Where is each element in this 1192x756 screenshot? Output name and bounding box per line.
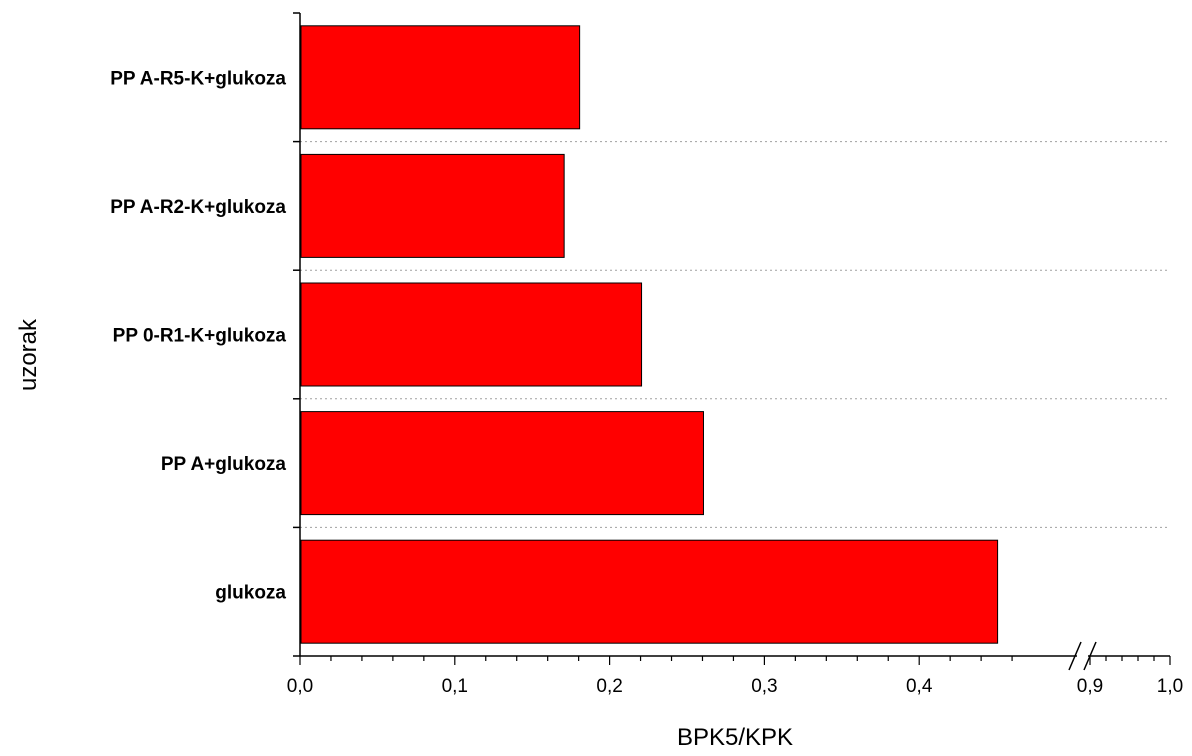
category-label: PP 0-R1-K+glukoza [113,326,287,347]
bar [300,153,565,258]
axis-break-mark [1068,641,1082,671]
x-tick-label: 0,4 [906,676,933,697]
category-label: PP A-R5-K+glukoza [110,68,286,89]
x-tick-label: 0,9 [1077,676,1103,697]
labels: glukoza PP A+glukoza PP 0-R1-K+glukoza PP A… [110,68,1183,697]
x-tick-label: 0,2 [596,676,622,697]
gridlines [300,141,1170,528]
y-axis-title: uzorak [15,318,42,391]
bar [300,25,581,130]
x-tick-label: 0,3 [751,676,777,697]
bars [300,25,999,644]
category-label: PP A+glukoza [161,454,287,475]
axes [293,12,1171,671]
x-tick-label: 1,0 [1157,676,1183,697]
x-axis-title: BPK5/KPK [677,724,793,751]
bar [300,411,704,516]
bar [300,282,643,387]
x-tick-label: 0,1 [442,676,468,697]
category-label: PP A-R2-K+glukoza [110,197,286,218]
x-tick-label: 0,0 [287,676,313,697]
bar [300,539,999,644]
category-label: glukoza [215,583,286,604]
